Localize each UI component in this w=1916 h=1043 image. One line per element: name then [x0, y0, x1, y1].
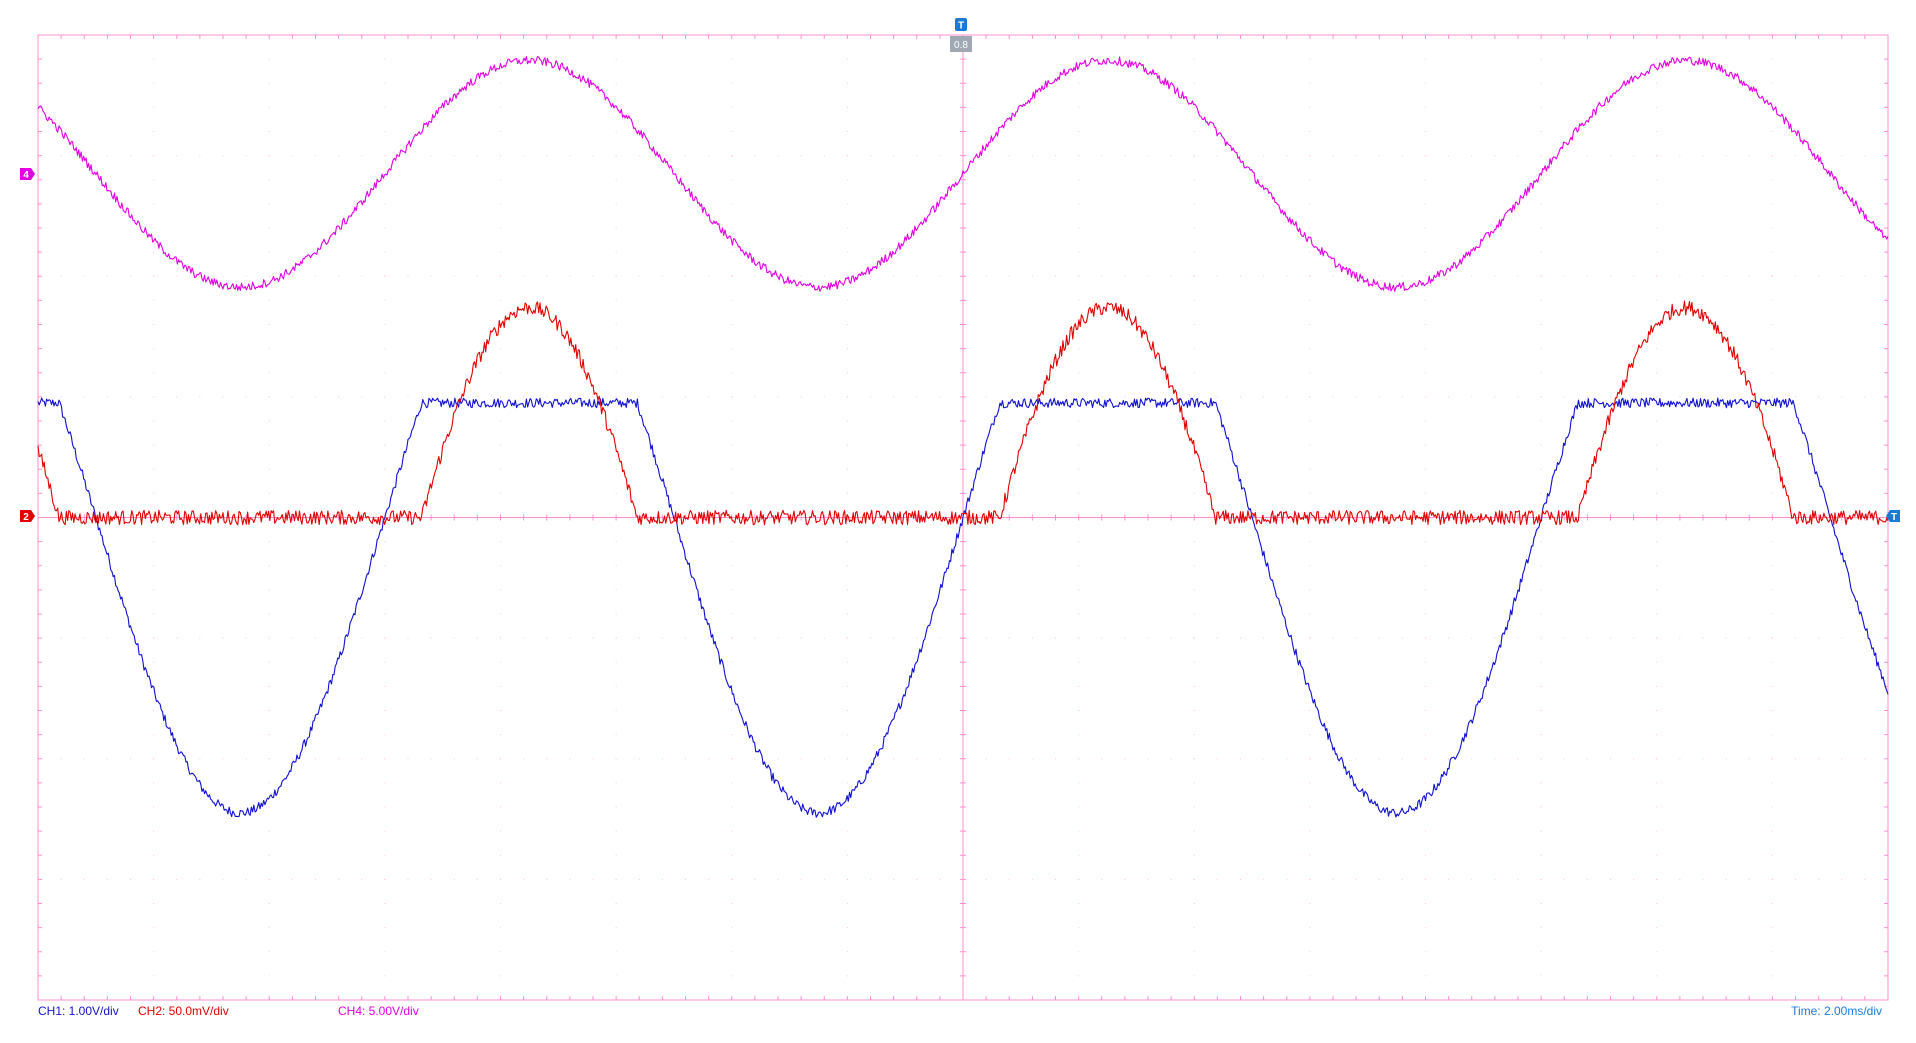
svg-text:0.8: 0.8	[954, 40, 968, 51]
trigger-level-marker[interactable]: T	[1886, 510, 1900, 523]
ch2-reference-marker[interactable]: 2	[20, 510, 35, 523]
graticule	[37, 34, 1889, 1001]
svg-text:2: 2	[23, 512, 29, 523]
trigger-time-marker[interactable]: T	[955, 18, 967, 32]
delay-readout: 0.8	[950, 36, 972, 52]
svg-text:T: T	[1891, 512, 1897, 523]
svg-text:T: T	[958, 21, 964, 32]
timebase-label: Time: 2.00ms/div	[1791, 1004, 1882, 1018]
traces	[37, 56, 1889, 818]
ch1-scale-label: CH1: 1.00V/div	[38, 1004, 119, 1018]
ch2-scale-label: CH2: 50.0mV/div	[138, 1004, 229, 1018]
trace-ch2	[37, 300, 1889, 526]
trace-ch1	[37, 397, 1889, 818]
ch4-scale-label: CH4: 5.00V/div	[338, 1004, 419, 1018]
trace-ch4	[37, 56, 1889, 292]
svg-text:4: 4	[23, 170, 29, 181]
ch4-reference-marker[interactable]: 4	[20, 168, 35, 181]
